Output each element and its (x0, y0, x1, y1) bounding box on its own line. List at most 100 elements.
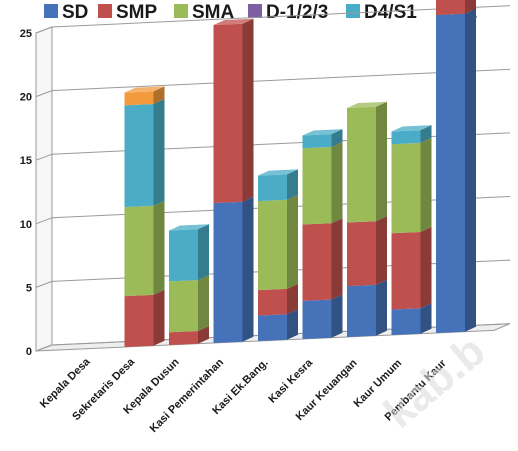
bar-D4/S1-1 (124, 104, 154, 208)
bar-side-SMP-6 (376, 216, 387, 285)
bar-side-SD-3 (242, 196, 254, 342)
bar-stack-6 (347, 101, 387, 338)
x-label-5: Kasi Kesra (266, 356, 315, 405)
gridline-25 (51, 5, 511, 28)
bar-SMP-3 (213, 23, 243, 204)
bar-D4/S1-7 (391, 130, 421, 145)
y-tick-5: 5 (26, 282, 32, 294)
bar-side-D4/S1-4 (287, 169, 298, 200)
bar-stack-3 (213, 18, 254, 344)
bar-SMP-2 (169, 330, 198, 346)
bar-SMA-7 (391, 142, 421, 234)
bar-side-SD-6 (376, 279, 387, 336)
y-tick-25: 25 (20, 28, 32, 40)
bar-stack-8 (436, 0, 476, 333)
y-tick-20: 20 (20, 92, 32, 104)
bar-top-4 (258, 169, 298, 176)
bar-stack-5 (302, 129, 343, 340)
bar-SMP-1 (124, 294, 154, 348)
bar-SMP-6 (347, 221, 376, 287)
legend-label-SMP: SMP (116, 2, 158, 23)
bar-D4/S1-5 (302, 134, 332, 149)
bar-side-SD-4 (287, 309, 298, 340)
y-tick-10: 10 (20, 219, 32, 231)
bar-SMA-4 (258, 199, 287, 291)
legend-swatch-D-1/2/3 (248, 4, 262, 18)
bar-side-SMP-5 (331, 218, 343, 300)
legend-swatch-D4/S1 (346, 4, 360, 18)
legend-swatch-SD (44, 4, 58, 18)
bar-side-SMP-2 (198, 325, 209, 344)
grid-side-20 (35, 90, 53, 98)
y-tick-0: 0 (26, 346, 32, 358)
bar-D4/S1-2 (169, 229, 198, 282)
bar-top-2 (169, 224, 209, 231)
bar-SD-5 (302, 299, 332, 340)
grid-side-0 (35, 344, 53, 352)
bar-stack-2 (169, 224, 209, 346)
bar-side-SMA-2 (198, 275, 209, 331)
chart-bars (124, 0, 476, 348)
bar-SMA-5 (302, 146, 332, 225)
bar-side-SD-7 (420, 303, 432, 334)
grid-side-5 (35, 280, 53, 288)
bar-side-SD-8 (465, 8, 476, 332)
bar-side-D4/S1-2 (198, 224, 209, 281)
legend-label-D-1/2/3: D-1/2/3 (266, 2, 328, 23)
bar-side-SMA-6 (376, 101, 387, 222)
legend-label-SMA: SMA (192, 2, 235, 23)
bar-side-SD-5 (331, 294, 343, 338)
bar-SMA-2 (169, 280, 198, 333)
bar-stack-4 (258, 169, 298, 342)
bar-side-SMA-4 (287, 194, 298, 289)
x-label-3: Kasi Pemerintahan (148, 356, 227, 435)
legend-label-D4/S1: D4/S1 (364, 2, 417, 23)
bar-S2-1 (124, 91, 154, 106)
legend-swatch-SMP (98, 4, 112, 18)
bar-side-S2-1 (153, 86, 165, 105)
grid-side-15 (35, 153, 53, 161)
bar-SMP-7 (391, 231, 421, 310)
bar-stack-7 (391, 125, 432, 336)
grid-side-10 (35, 217, 53, 225)
bar-D4/S1-4 (258, 174, 287, 202)
bar-SD-8 (436, 13, 465, 333)
bar-SMA-1 (124, 205, 154, 297)
bar-side-SMP-8 (465, 0, 476, 14)
bar-SD-6 (347, 284, 376, 338)
y-tick-15: 15 (20, 155, 32, 167)
bar-SMA-6 (347, 106, 376, 223)
bar-SD-4 (258, 314, 287, 342)
watermark: kab.b (375, 326, 495, 437)
watermark-text: kab.b (375, 326, 495, 437)
bar-side-SMP-7 (420, 226, 432, 309)
bar-top-1 (124, 86, 165, 93)
bar-SMP-5 (302, 223, 332, 301)
gridline-20 (51, 68, 511, 92)
bar-top-3 (213, 18, 254, 26)
bar-side-SMP-3 (242, 18, 254, 202)
y-axis-ticks: 0 5 10 15 20 25 (20, 28, 32, 358)
bar-SD-7 (391, 308, 421, 336)
bar-side-D4/S1-1 (153, 99, 165, 206)
bar-SMP-8 (436, 0, 465, 15)
bar-top-6 (347, 101, 387, 109)
bar-side-SMA-1 (153, 200, 165, 295)
bar-side-SMP-1 (153, 289, 165, 346)
bar-stack-1 (124, 86, 165, 348)
bar-side-D4/S1-7 (420, 125, 432, 143)
bar-side-SMA-5 (331, 141, 343, 224)
bar-SMP-4 (258, 288, 287, 316)
bar-side-D4/S1-5 (331, 129, 343, 147)
bar-side-SMP-4 (287, 283, 298, 315)
side-wall (35, 26, 53, 352)
grid-side-25 (35, 26, 53, 34)
bar-top-7 (391, 125, 432, 132)
legend-swatch-SMA (174, 4, 188, 18)
legend-label-SD: SD (62, 2, 88, 23)
bar-SD-3 (213, 201, 243, 344)
bar-side-SMA-7 (420, 137, 432, 232)
bar-top-5 (302, 129, 343, 136)
